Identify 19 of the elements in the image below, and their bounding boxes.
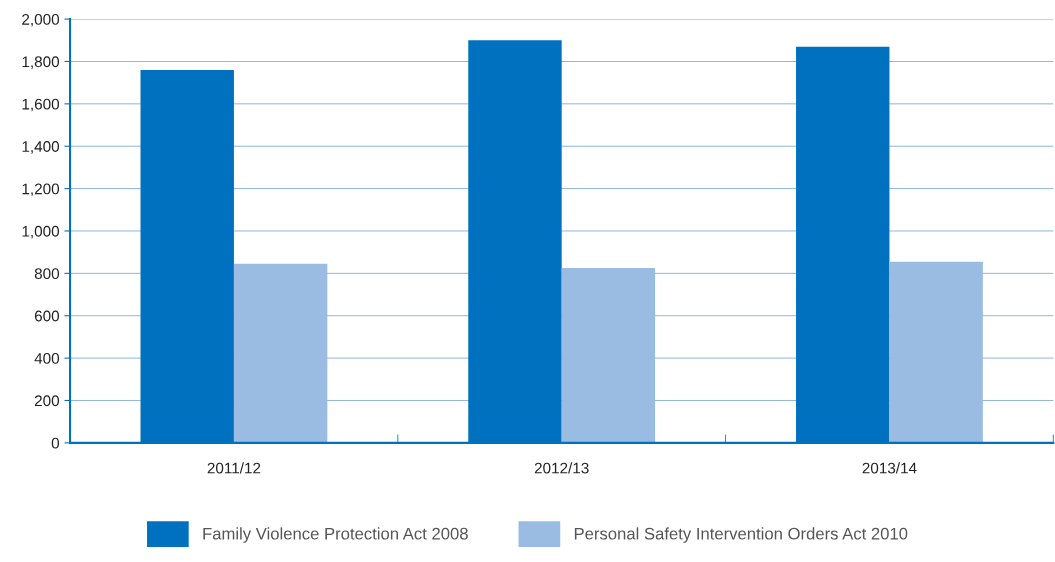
x-tick-label: 2012/13 xyxy=(534,462,589,474)
y-tick-label: 1,600 xyxy=(22,98,60,112)
y-tick-label: 2,000 xyxy=(22,13,60,27)
y-tick-label: 1,400 xyxy=(22,141,60,154)
y-tick-label: 1,800 xyxy=(22,56,60,69)
y-tick-label: 400 xyxy=(34,352,60,364)
bar xyxy=(561,268,656,443)
legend-label: Personal Safety Intervention Orders Act 2010 xyxy=(574,527,908,543)
y-tick-label: 1,200 xyxy=(22,183,60,197)
y-tick-label: 800 xyxy=(34,268,60,280)
x-tick-label: 2013/14 xyxy=(862,462,917,474)
y-tick-label: 1,000 xyxy=(22,225,60,239)
x-tick-label: 2011/12 xyxy=(207,462,261,474)
y-tick-label: 0 xyxy=(51,437,60,449)
y-tick-label: 600 xyxy=(34,310,60,322)
bar xyxy=(889,261,983,443)
bar xyxy=(233,263,328,443)
legend-label: Family Violence Protection Act 2008 xyxy=(203,527,468,543)
y-tick-label: 200 xyxy=(34,395,60,407)
